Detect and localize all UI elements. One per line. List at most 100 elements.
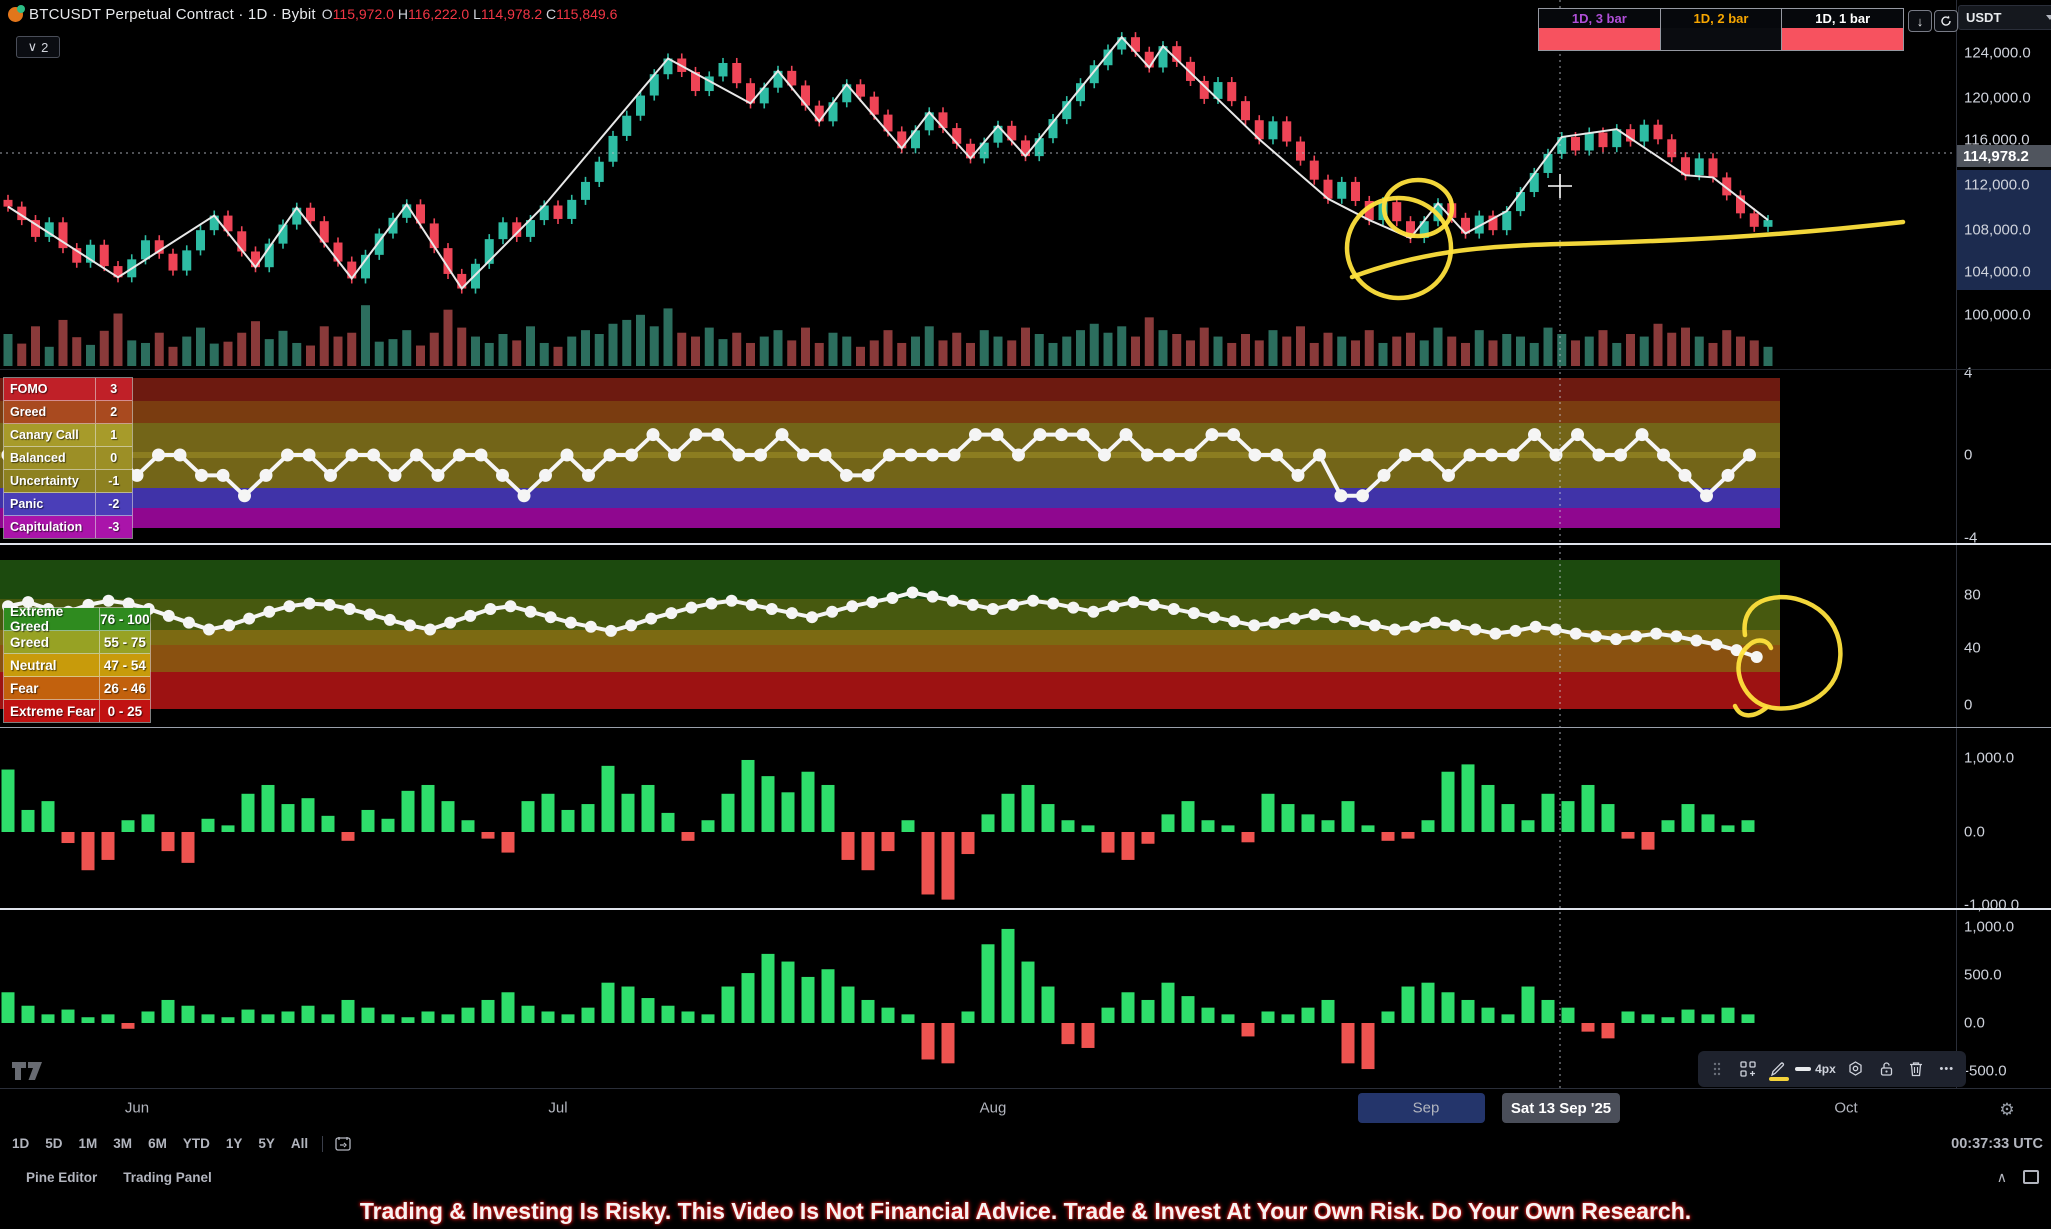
- maximize-icon[interactable]: [2023, 1170, 2039, 1184]
- disclaimer-banner: Trading & Investing Is Risky. This Video…: [0, 1194, 2051, 1229]
- range-all[interactable]: All: [290, 1136, 309, 1151]
- chart-header: BTCUSDT Perpetual Contract · 1D · Bybit …: [8, 4, 617, 24]
- currency-label: USDT: [1966, 10, 2002, 25]
- range-1m[interactable]: 1M: [78, 1136, 98, 1151]
- sentiment-label: Capitulation: [4, 516, 96, 538]
- indicator-collapse-badge[interactable]: ∨ 2: [16, 36, 60, 58]
- axis-label: 4: [1964, 364, 1973, 382]
- gear-icon: [1849, 1060, 1862, 1076]
- fear-greed-label: Fear: [4, 677, 100, 699]
- calendar-icon: [335, 1137, 351, 1151]
- collapse-count: 2: [41, 39, 49, 55]
- range-6m[interactable]: 6M: [148, 1136, 167, 1151]
- range-3m[interactable]: 3M: [113, 1136, 133, 1151]
- axis-label: -500.0: [1964, 1062, 2007, 1080]
- lock-button[interactable]: [1873, 1055, 1899, 1083]
- fear-greed-label: Extreme Fear: [4, 700, 100, 722]
- axis-settings-gear-icon[interactable]: ⚙: [1999, 1100, 2015, 1119]
- range-1d[interactable]: 1D: [12, 1136, 30, 1151]
- sentiment-value: 2: [110, 405, 118, 419]
- sentiment-row: FOMO 3: [4, 378, 132, 401]
- line-thickness-button[interactable]: 4px: [1795, 1062, 1838, 1076]
- range-5y[interactable]: 5Y: [258, 1136, 275, 1151]
- month-label-sep: Sep: [1412, 1099, 1440, 1117]
- axis-label: 80: [1964, 586, 1981, 604]
- template-button[interactable]: [1734, 1055, 1760, 1083]
- open-value: 115,972.0: [332, 6, 394, 22]
- timer-label: 1D, 2 bar: [1660, 9, 1782, 28]
- bottom-toolbar: 1D 5D 1M 3M 6M YTD 1Y 5Y All 00:37:33 UTC: [0, 1127, 2051, 1161]
- high-value: 116,222.0: [407, 6, 470, 22]
- thickness-label: 4px: [1815, 1062, 1836, 1076]
- sentiment-label: Greed: [4, 401, 96, 423]
- panel-divider[interactable]: [0, 369, 2051, 370]
- panel-divider[interactable]: [0, 1088, 2051, 1089]
- trash-icon: [1910, 1062, 1923, 1077]
- more-dots-icon: •••: [1939, 1063, 1955, 1075]
- chart-plot-area[interactable]: [0, 0, 1956, 1089]
- sentiment-row: Panic -2: [4, 493, 132, 516]
- fear-greed-row: Extreme Greed 76 - 100: [4, 604, 150, 634]
- timer-fill: [1782, 28, 1904, 50]
- drag-dots-icon: [1713, 1062, 1721, 1076]
- tab-pine-editor[interactable]: Pine Editor: [26, 1169, 98, 1185]
- symbol-title[interactable]: BTCUSDT Perpetual Contract · 1D · Bybit: [29, 5, 316, 23]
- axis-label: 0.0: [1964, 1014, 1985, 1032]
- countdown-timer-2: 1D, 2 bar: [1660, 9, 1783, 50]
- sentiment-row: Canary Call 1: [4, 424, 132, 447]
- drag-handle[interactable]: [1704, 1055, 1730, 1083]
- pencil-color-button[interactable]: [1765, 1055, 1791, 1083]
- sentiment-row: Balanced 0: [4, 447, 132, 470]
- fear-greed-value: 55 - 75: [103, 634, 146, 650]
- lock-icon: [1880, 1062, 1892, 1076]
- range-5d[interactable]: 5D: [45, 1136, 63, 1151]
- month-label-oct: Oct: [1834, 1099, 1858, 1117]
- download-button[interactable]: ↓: [1908, 10, 1932, 32]
- axis-label: 100,000.0: [1964, 306, 2031, 324]
- delete-button[interactable]: [1903, 1055, 1929, 1083]
- sentiment-row: Capitulation -3: [4, 516, 132, 538]
- utc-clock[interactable]: 00:37:33 UTC: [1951, 1135, 2043, 1152]
- selected-month-highlight: [1358, 1093, 1485, 1123]
- low-value: 114,978.2: [480, 6, 543, 22]
- panel-divider[interactable]: [0, 908, 2051, 910]
- active-color-swatch: [1768, 1077, 1789, 1081]
- time-axis[interactable]: Sat 13 Sep '25 Jun Jul Aug Sep Oct: [0, 1089, 2051, 1128]
- fear-greed-row: Greed 55 - 75: [4, 631, 150, 654]
- tab-trading-panel[interactable]: Trading Panel: [123, 1169, 212, 1185]
- fear-greed-label: Neutral: [4, 654, 100, 676]
- go-to-date-button[interactable]: [329, 1130, 357, 1158]
- sentiment-value: 3: [110, 382, 118, 396]
- axis-label: 112,000.0: [1964, 176, 2030, 194]
- currency-dropdown[interactable]: USDT: [1958, 5, 2051, 30]
- sentiment-label: Canary Call: [4, 424, 96, 446]
- fear-greed-value: 0 - 25: [107, 703, 143, 719]
- toolbar-divider: [322, 1135, 324, 1152]
- fear-greed-label: Greed: [4, 631, 100, 653]
- symbol-logo-icon: [8, 4, 25, 22]
- close-label: C: [546, 6, 557, 22]
- refresh-icon: [1941, 15, 1951, 26]
- axis-label: 108,000.0: [1964, 221, 2031, 239]
- refresh-button[interactable]: [1934, 10, 1958, 32]
- axis-label: 0: [1964, 446, 1973, 464]
- sentiment-value: -1: [108, 474, 120, 488]
- pencil-icon: [1770, 1062, 1784, 1077]
- settings-button[interactable]: [1842, 1055, 1868, 1083]
- expand-panel-icon[interactable]: ∧: [1996, 1168, 2007, 1185]
- tradingview-logo: [12, 1060, 46, 1082]
- template-grid-icon: [1739, 1061, 1756, 1077]
- range-ytd[interactable]: YTD: [182, 1136, 210, 1151]
- panel-divider[interactable]: [0, 727, 2051, 728]
- panel-divider[interactable]: [0, 543, 2051, 545]
- fear-greed-label: Extreme Greed: [4, 604, 100, 634]
- sentiment-row: Uncertainty -1: [4, 470, 132, 493]
- open-label: O: [321, 6, 333, 22]
- crosshair-date-tooltip: Sat 13 Sep '25: [1502, 1093, 1620, 1123]
- more-options-button[interactable]: •••: [1934, 1055, 1960, 1083]
- axis-label: 120,000.0: [1964, 89, 2031, 107]
- range-1y[interactable]: 1Y: [225, 1136, 243, 1151]
- axis-label: -4: [1964, 529, 1978, 547]
- fear-greed-value: 76 - 100: [100, 611, 150, 627]
- countdown-timer-1: 1D, 3 bar: [1539, 9, 1661, 50]
